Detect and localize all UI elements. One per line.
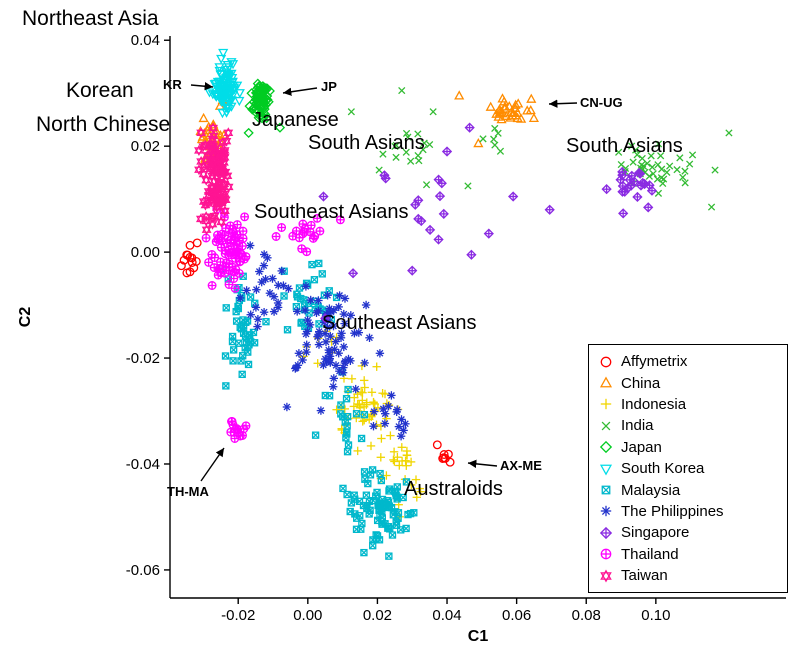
legend-item-japan: Japan bbox=[597, 437, 783, 458]
series-south-korea bbox=[204, 48, 245, 119]
jp-arrow bbox=[282, 87, 318, 96]
legend-marker-china-icon bbox=[599, 376, 613, 388]
svg-text:0.02: 0.02 bbox=[131, 138, 160, 155]
legend-item-indonesia: Indonesia bbox=[597, 394, 783, 415]
tick-labels: -0.02 0.00 0.02 0.04 0.06 0.08 0.10 -0.06 -0.04 -… bbox=[126, 32, 671, 624]
annotation-australoids: Australoids bbox=[404, 478, 503, 500]
legend-marker-india-icon bbox=[601, 421, 611, 431]
annotation-th-ma-label: TH-MA bbox=[167, 484, 209, 499]
legend-item-affymetrix: Affymetrix bbox=[597, 351, 783, 372]
th-ma-arrow bbox=[200, 447, 225, 482]
legend-label: Taiwan bbox=[621, 567, 668, 585]
annotation-south-asians-right: South Asians bbox=[566, 135, 683, 157]
legend-item-south-korea: South Korea bbox=[597, 458, 783, 479]
x-axis-title: C1 bbox=[467, 628, 489, 645]
svg-text:0.06: 0.06 bbox=[502, 607, 531, 624]
legend-marker-the-philippines-icon bbox=[600, 506, 612, 517]
svg-text:0.10: 0.10 bbox=[641, 607, 670, 624]
svg-text:0.02: 0.02 bbox=[363, 607, 392, 624]
legend-item-malaysia: Malaysia bbox=[597, 479, 783, 500]
annotation-south-asians-middle: South Asians bbox=[308, 132, 425, 154]
cn-ug-arrow bbox=[548, 99, 578, 108]
annotation-northeast-asia: Northeast Asia bbox=[22, 7, 159, 30]
annotation-arrows bbox=[190, 82, 578, 482]
legend-label: Indonesia bbox=[621, 395, 687, 413]
legend-label: Japan bbox=[621, 438, 662, 456]
legend-label: Affymetrix bbox=[621, 353, 688, 371]
legend-item-singapore: Singapore bbox=[597, 522, 783, 543]
svg-text:0.04: 0.04 bbox=[432, 607, 461, 624]
legend-marker-singapore-icon bbox=[599, 526, 613, 539]
svg-text:0.00: 0.00 bbox=[293, 607, 322, 624]
svg-text:-0.06: -0.06 bbox=[126, 562, 160, 579]
series-singapore bbox=[318, 122, 658, 324]
series-india bbox=[347, 86, 733, 211]
annotation-japanese: Japanese bbox=[252, 109, 339, 131]
svg-text:-0.02: -0.02 bbox=[126, 350, 160, 367]
legend-item-taiwan: Taiwan bbox=[597, 565, 783, 586]
legend-marker-affymetrix-icon bbox=[600, 356, 612, 368]
legend-marker-japan-icon bbox=[599, 441, 613, 454]
legend-marker-taiwan-icon bbox=[600, 569, 612, 583]
legend-item-india: India bbox=[597, 415, 783, 436]
series-taiwan bbox=[194, 122, 234, 236]
legend-label: China bbox=[621, 374, 661, 392]
annotation-southeast-asians-lower: Southeast Asians bbox=[322, 312, 477, 334]
series-malaysia bbox=[217, 259, 418, 560]
axes bbox=[164, 36, 786, 604]
series-the-philippines bbox=[236, 241, 410, 441]
legend-label: Thailand bbox=[621, 545, 679, 563]
legend-label: The Philippines bbox=[621, 502, 724, 520]
annotation-southeast-asians-upper: Southeast Asians bbox=[254, 201, 409, 223]
y-axis-title: C2 bbox=[17, 306, 34, 328]
legend-item-thailand: Thailand bbox=[597, 544, 783, 565]
svg-text:0.08: 0.08 bbox=[572, 607, 601, 624]
legend-label: India bbox=[621, 417, 654, 435]
series-japan bbox=[243, 78, 286, 139]
svg-text:-0.04: -0.04 bbox=[126, 456, 160, 473]
legend-marker-indonesia-icon bbox=[600, 399, 612, 410]
legend-label: South Korea bbox=[621, 460, 705, 478]
series-affymetrix bbox=[176, 238, 455, 467]
legend-marker-south-korea-icon bbox=[599, 464, 613, 476]
legend-marker-thailand-icon bbox=[600, 548, 612, 560]
svg-text:-0.02: -0.02 bbox=[221, 607, 255, 624]
legend-marker-malaysia-icon bbox=[601, 485, 611, 495]
legend-label: Singapore bbox=[621, 524, 690, 542]
ax-me-arrow bbox=[467, 459, 498, 469]
legend-box: Affymetrix China Indonesia India Japan South … bbox=[588, 344, 788, 594]
annotation-ax-me-label: AX-ME bbox=[500, 458, 542, 473]
annotation-korean: Korean bbox=[66, 79, 134, 102]
svg-text:0.04: 0.04 bbox=[131, 32, 160, 49]
svg-text:0.00: 0.00 bbox=[131, 244, 160, 261]
annotation-jp-label: JP bbox=[321, 79, 337, 94]
kr-arrow bbox=[190, 82, 214, 91]
annotation-north-chinese: North Chinese bbox=[36, 113, 171, 136]
legend-item-the-philippines: The Philippines bbox=[597, 501, 783, 522]
legend-item-china: China bbox=[597, 372, 783, 393]
annotation-cn-ug-label: CN-UG bbox=[580, 95, 623, 110]
annotation-kr-label: KR bbox=[163, 77, 182, 92]
series-thailand bbox=[201, 204, 345, 443]
legend-label: Malaysia bbox=[621, 481, 681, 499]
